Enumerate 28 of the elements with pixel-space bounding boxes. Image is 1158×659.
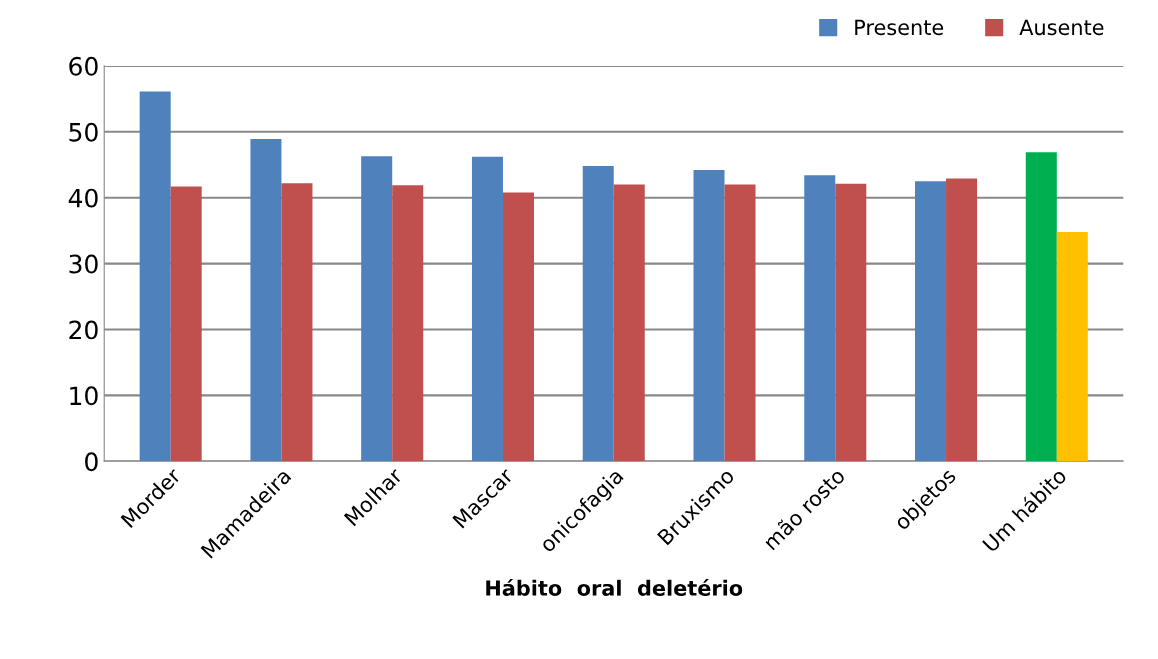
y-tick-label: 60 <box>69 56 98 76</box>
bar <box>1025 152 1057 462</box>
bar <box>170 186 202 462</box>
bar <box>835 183 867 462</box>
bar <box>250 139 282 462</box>
bar <box>693 170 725 462</box>
bar <box>946 178 978 462</box>
bar <box>582 166 614 462</box>
y-tick-label: 30 <box>69 254 98 274</box>
bar <box>1056 231 1088 462</box>
y-tick-label: 20 <box>69 320 98 340</box>
bar <box>915 181 947 462</box>
bar <box>471 156 503 462</box>
bar <box>804 175 836 462</box>
bar <box>361 156 393 462</box>
legend-label: Ausente <box>1019 19 1104 36</box>
bar <box>724 184 756 462</box>
y-tick-label: 10 <box>70 386 98 406</box>
bar <box>281 183 313 462</box>
x-axis-title: Hábito oral deletério <box>486 578 743 596</box>
bar <box>613 184 645 462</box>
bar <box>139 91 171 462</box>
y-tick-label: 50 <box>69 122 98 142</box>
y-tick-label: 0 <box>85 452 98 472</box>
bar <box>502 192 534 462</box>
legend-label: Presente <box>855 19 944 36</box>
y-tick-label: 40 <box>68 188 98 208</box>
bar <box>392 185 424 462</box>
